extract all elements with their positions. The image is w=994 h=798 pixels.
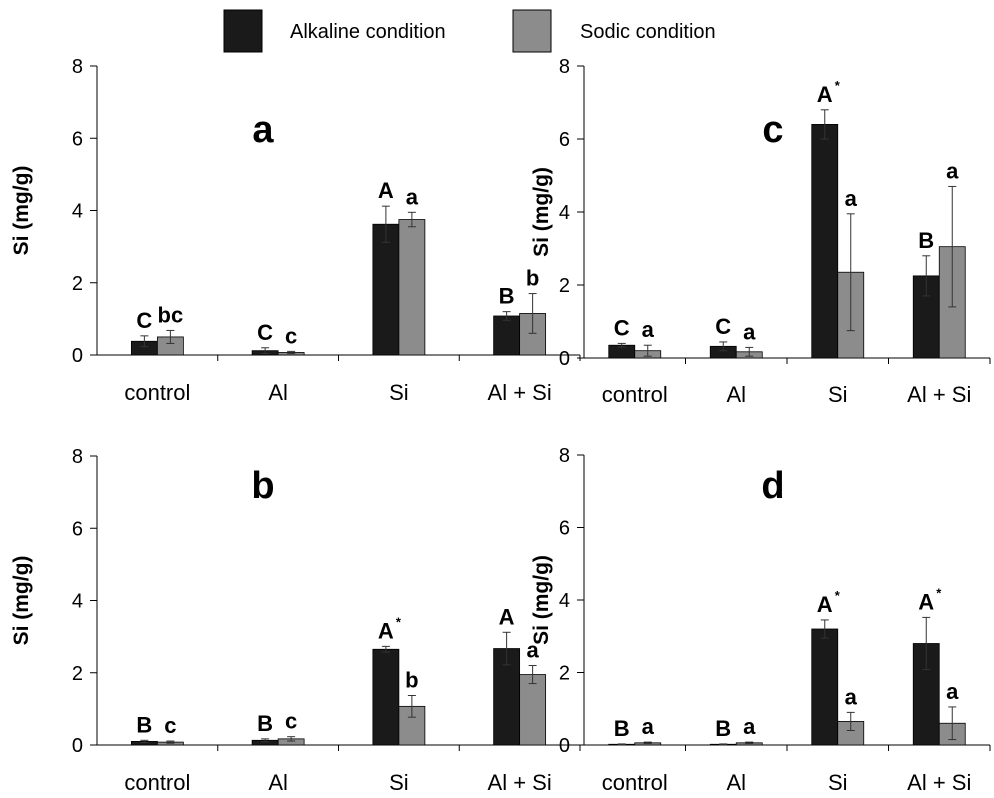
significance-letter: a: [527, 638, 540, 663]
y-axis-label: Si (mg/g): [10, 166, 33, 256]
y-tick-label: 6: [559, 518, 570, 540]
significance-letter: B: [614, 716, 630, 741]
y-tick-label: 8: [559, 56, 570, 78]
bar-alkaline: [811, 124, 839, 359]
significance-letter: a: [743, 319, 756, 344]
panel-letter: d: [761, 465, 784, 507]
category-label: Si: [828, 382, 848, 407]
y-tick-label: 2: [559, 275, 570, 297]
legend-label-alkaline: Alkaline condition: [290, 21, 446, 43]
category-label: control: [602, 382, 668, 407]
y-tick-label: 8: [72, 56, 83, 78]
significance-letter: a: [946, 679, 959, 704]
y-tick-label: 0: [559, 348, 570, 370]
category-label: Al: [268, 770, 288, 795]
category-label: Al: [268, 380, 288, 405]
y-tick-label: 2: [559, 663, 570, 685]
category-label: Al + Si: [488, 770, 552, 795]
bar-alkaline: [811, 628, 839, 746]
category-label: Al: [726, 770, 746, 795]
panel-letter: a: [252, 109, 274, 151]
bar-alkaline: [493, 315, 521, 356]
significance-letter: c: [285, 323, 297, 348]
significance-letter: a: [642, 317, 655, 342]
significance-letter: c: [164, 713, 176, 738]
y-tick-label: 2: [72, 663, 83, 685]
significance-star: *: [396, 614, 402, 629]
significance-letter: C: [715, 314, 731, 339]
category-label: Al + Si: [907, 770, 971, 795]
y-axis-label: Si (mg/g): [10, 556, 33, 646]
significance-letter: a: [743, 714, 756, 739]
bar-sodic: [519, 674, 547, 746]
significance-letter: A: [499, 604, 515, 629]
significance-letter: a: [406, 184, 419, 209]
category-label: control: [124, 380, 190, 405]
significance-letter: C: [257, 320, 273, 345]
significance-letter: B: [918, 228, 934, 253]
y-axis-label: Si (mg/g): [530, 555, 553, 645]
category-label: Si: [389, 770, 409, 795]
significance-star: *: [835, 588, 841, 603]
significance-letter: A: [817, 82, 833, 107]
chart-panel-a: 0 2 4 6 8 Si (mg/g) a control C bc Al C c Si A a Al + Si…: [10, 56, 581, 405]
significance-letter: b: [526, 266, 539, 291]
y-tick-label: 6: [72, 518, 83, 540]
significance-letter: A: [378, 178, 394, 203]
significance-letter: B: [499, 284, 515, 309]
significance-letter: A: [817, 592, 833, 617]
significance-letter: c: [285, 709, 297, 734]
legend-label-sodic: Sodic condition: [580, 21, 716, 43]
significance-star: *: [936, 585, 942, 600]
y-tick-label: 8: [72, 446, 83, 468]
y-tick-label: 2: [72, 273, 83, 295]
y-tick-label: 4: [72, 201, 83, 223]
y-tick-label: 0: [559, 735, 570, 757]
significance-letter: b: [405, 668, 418, 693]
significance-letter: a: [845, 186, 858, 211]
chart-panel-c: 0 2 4 6 8 Si (mg/g) c control C a Al C a Si A * a Al + Si…: [530, 56, 991, 407]
significance-star: *: [835, 78, 841, 93]
category-label: Al + Si: [488, 380, 552, 405]
category-label: control: [124, 770, 190, 795]
legend: Alkaline condition Sodic condition: [223, 9, 716, 53]
significance-letter: B: [257, 711, 273, 736]
bar-alkaline: [372, 648, 400, 746]
y-axis-label: Si (mg/g): [530, 167, 553, 257]
y-tick-label: 0: [72, 735, 83, 757]
y-tick-label: 4: [72, 591, 83, 613]
category-label: Si: [389, 380, 409, 405]
panel-letter: c: [762, 109, 783, 151]
legend-swatch-alkaline: [223, 9, 263, 53]
category-label: Al + Si: [907, 382, 971, 407]
bar-sodic: [398, 219, 426, 356]
significance-letter: A: [378, 618, 394, 643]
significance-letter: a: [845, 684, 858, 709]
category-label: Al: [726, 382, 746, 407]
significance-letter: B: [136, 712, 152, 737]
y-tick-label: 4: [559, 590, 570, 612]
category-label: control: [602, 770, 668, 795]
significance-letter: bc: [158, 302, 184, 327]
significance-letter: B: [715, 716, 731, 741]
y-tick-label: 0: [72, 345, 83, 367]
significance-letter: C: [614, 315, 630, 340]
category-label: Si: [828, 770, 848, 795]
bar-alkaline: [372, 223, 400, 356]
legend-swatch-sodic: [512, 9, 552, 53]
significance-letter: a: [946, 158, 959, 183]
y-tick-label: 4: [559, 202, 570, 224]
significance-letter: C: [136, 308, 152, 333]
panel-letter: b: [251, 465, 274, 507]
y-tick-label: 6: [559, 129, 570, 151]
significance-letter: a: [642, 714, 655, 739]
y-tick-label: 6: [72, 128, 83, 150]
y-tick-label: 8: [559, 445, 570, 467]
significance-letter: A: [918, 589, 934, 614]
